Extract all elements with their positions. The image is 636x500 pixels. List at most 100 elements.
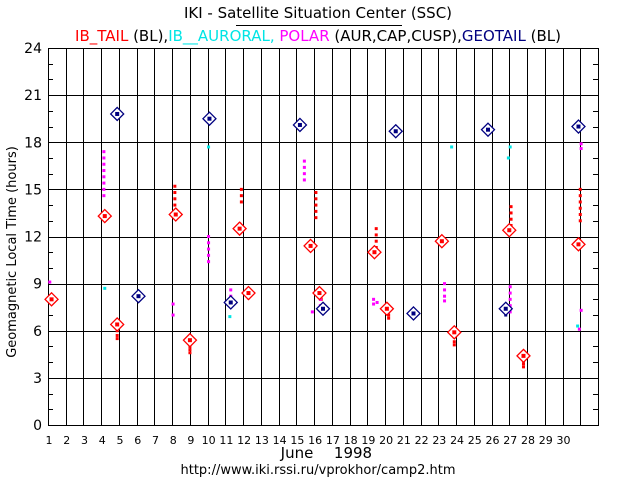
marker-ib_tail [182,332,198,348]
x-tick-label: 14 [273,434,287,447]
y-axis-label: Geomagnetic Local Time (hours) [5,146,20,358]
marker-center [207,116,212,121]
legend-polar: POLAR (AUR,CAP,CUSP), [279,27,462,45]
legend-polar-name: POLAR [279,27,330,45]
x-tick-label: 16 [308,434,322,447]
data-point-polar [579,308,583,312]
x-tick-label: 13 [255,434,269,447]
x-tick-label: 27 [503,434,517,447]
data-point-polar [102,194,106,198]
data-point-polar [508,310,512,314]
data-point-polar [207,253,211,257]
data-point-ib_tail [578,200,582,204]
title-underline [236,25,402,26]
marker-center [297,122,302,127]
data-point-ib_tail [188,351,192,355]
data-point-polar [207,247,211,251]
data-point-polar [443,288,447,292]
data-point-polar [207,235,211,238]
marker-center [115,322,120,327]
data-point-ib_auroral [576,324,580,328]
data-point-ib_tail [521,365,525,369]
data-point-polar [579,147,583,151]
x-tick-label: 22 [415,434,429,447]
marker-ib_tail [434,233,450,249]
marker-geotail [388,123,404,139]
data-point-ib_tail [387,316,391,320]
x-tick-label: 12 [237,434,251,447]
chart-title: IKI - Satellite Situation Center (SSC) [183,4,453,22]
marker-ib_tail [501,222,517,238]
marker-center [503,306,508,311]
marker-ib_tail [303,238,318,254]
marker-center [507,228,512,233]
marker-center [576,124,581,129]
marker-geotail [292,117,308,133]
data-point-ib_tail [173,197,177,201]
legend-ib-tail-suffix: (BL), [128,27,169,45]
marker-center [384,306,389,311]
data-point-polar [443,299,447,303]
data-point-polar [48,280,52,284]
y-tick-label: 12 [24,230,42,246]
legend-ib-auroral-name: IB__AURORAL, [168,27,275,45]
data-point-polar [102,162,106,166]
marker-ib_tail [312,285,327,301]
data-point-ib_tail [374,239,378,243]
x-tick-label: 19 [361,434,375,447]
data-point-ib_tail [374,227,378,231]
marker-ib_tail [97,208,113,224]
data-point-polar [579,142,583,146]
marker-ib_tail [232,221,248,237]
y-tick-label: 24 [24,41,42,57]
x-tick-label: 26 [486,434,500,447]
data-point-polar [508,297,512,301]
marker-ib_tail [109,317,125,332]
marker-center [393,129,398,134]
axes [48,48,599,426]
data-point-polar [443,294,447,298]
marker-center [136,294,141,299]
data-point-polar [302,178,306,182]
data-point-polar [102,181,106,185]
data-point-ib_tail [314,203,318,207]
y-tick-label: 3 [33,371,42,387]
data-point-polar [302,172,306,176]
data-point-ib_tail [578,219,582,223]
data-point-ib_tail [374,233,378,237]
legend-polar-suffix: (AUR,CAP,CUSP), [329,27,462,45]
marker-center [246,291,251,296]
marker-center [308,243,313,248]
marker-geotail [480,122,496,138]
data-point-ib_tail [115,333,119,337]
data-point-polar [171,313,175,317]
x-axis-label-year: 1998 [334,444,372,462]
data-point-ib_tail [509,217,513,221]
x-tick-label: 21 [397,434,411,447]
data-point-ib_tail [578,187,582,191]
y-tick-label: 6 [33,324,42,340]
marker-center [49,297,54,302]
x-tick-label: 8 [170,434,177,447]
marker-center [237,226,242,231]
y-tick-label: 9 [33,277,42,293]
data-point-polar [207,260,211,264]
grid-lines [48,48,599,426]
marker-center [115,111,120,116]
marker-ib_tail [241,285,256,301]
data-points [48,142,583,369]
data-point-ib_tail [173,203,177,207]
data-point-ib_tail [314,191,318,195]
data-point-polar [508,285,512,289]
data-point-ib_auroral [506,156,510,160]
data-point-polar [102,187,106,191]
data-point-polar [171,302,175,306]
data-point-ib_auroral [103,286,107,290]
marker-ib_tail [516,348,531,364]
x-tick-label: 7 [152,434,159,447]
data-point-ib_tail [173,191,177,195]
marker-ib_tail [379,301,395,317]
footer-url[interactable]: http://www.iki.rssi.ru/vprokhor/camp2.ht… [180,463,456,478]
data-point-polar [229,288,233,292]
